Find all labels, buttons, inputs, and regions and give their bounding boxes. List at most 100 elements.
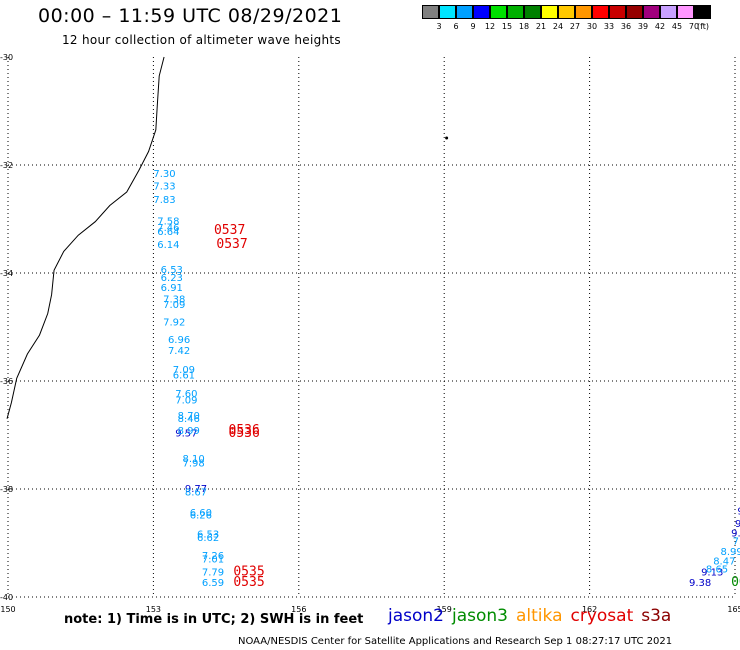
colorbar-label: 12 (484, 22, 496, 31)
colorbar-label: 9 (470, 22, 476, 31)
data-label-altika: 6.91 (161, 283, 183, 294)
colorbar-swatch (660, 5, 677, 19)
data-label-jason3: 005 (731, 575, 740, 590)
x-tick-label: 153 (146, 605, 161, 614)
colorbar-swatch (558, 5, 575, 19)
data-label-altika: 6.61 (173, 370, 195, 381)
data-label-altika: 6.26 (190, 511, 212, 522)
satellite-legend: jason2 jason3 altika cryosat s3a (388, 606, 679, 626)
data-label-altika: 8.10 (182, 454, 204, 465)
x-tick-label: 159 (437, 605, 452, 614)
colorbar-label: 33 (603, 22, 615, 31)
data-label-altika: 8.99 (178, 426, 200, 437)
chart-subtitle: 12 hour collection of altimeter wave hei… (62, 33, 341, 47)
colorbar-swatch (439, 5, 456, 19)
data-label-altika: 7.60 (175, 389, 197, 400)
data-label-cryosat: 0537 (214, 223, 245, 238)
data-label-altika: 7.83 (153, 195, 175, 206)
data-label-altika: 7.09 (175, 396, 197, 407)
y-tick-label: -30 (0, 53, 13, 62)
colorbar-label: 42 (654, 22, 666, 31)
data-label-altika: 7.46 (157, 223, 179, 234)
data-label-altika: 7.42 (168, 346, 190, 357)
data-label-altika: 8.70 (178, 411, 200, 422)
colorbar-swatch (541, 5, 558, 19)
data-label-altika-east: 8.99 (720, 547, 740, 558)
colorbar-swatch (643, 5, 660, 19)
data-label-jason2: 9.77 (185, 484, 207, 495)
colorbar-swatch (490, 5, 507, 19)
data-label-altika: 6.60 (190, 508, 212, 519)
colorbar-unit: (ft) (697, 22, 710, 31)
colorbar-label: 24 (552, 22, 564, 31)
colorbar-label: 70 (688, 22, 700, 31)
note-text: note: 1) Time is in UTC; 2) SWH is in fe… (64, 612, 364, 627)
legend-s3a: s3a (641, 606, 672, 626)
y-tick-label: -36 (0, 377, 13, 386)
data-label-jason2-east: 9.06 (731, 529, 740, 540)
data-label-altika: 6.14 (157, 240, 179, 251)
data-label-cryosat: 0535 (233, 564, 264, 579)
colorbar-swatch (422, 5, 439, 19)
colorbar-swatch (592, 5, 609, 19)
chart-title: 00:00 – 11:59 UTC 08/29/2021 (38, 5, 343, 27)
data-label-altika: 6.59 (202, 578, 224, 589)
data-label-altika: 7.26 (202, 551, 224, 562)
colorbar-label: 36 (620, 22, 632, 31)
y-tick-label: -40 (0, 593, 13, 602)
x-tick-label: 150 (0, 605, 15, 614)
coastline-path (6, 56, 165, 419)
data-label-cryosat: 0536 (229, 426, 260, 441)
data-label-altika: 7.38 (163, 295, 185, 306)
coastline (6, 56, 449, 419)
island-marker (445, 136, 449, 140)
grid-lines (7, 57, 736, 598)
axis-ticks: 150 153 156 159 162 165 -30 -32 -34 -36 -38 -40 (0, 53, 740, 614)
colorbar-label: 6 (453, 22, 459, 31)
data-label-jason2-east: 9 (737, 506, 740, 517)
data-label-altika: 6.53 (161, 265, 183, 276)
legend-cryosat: cryosat (570, 606, 634, 626)
colorbar-swatch (626, 5, 643, 19)
data-label-altika: 7.33 (153, 181, 175, 192)
data-points: 9.57 9.77 7.307.33 7.83 7.587.466.64 6.14 6.53… (153, 169, 740, 590)
x-tick-label: 165 (727, 605, 740, 614)
data-label-altika: 7.09 (163, 300, 185, 311)
data-label-altika: 7.92 (163, 317, 185, 328)
colorbar-label: 21 (535, 22, 547, 31)
colorbar-swatch (575, 5, 592, 19)
data-label-cryosat: 0537 (216, 237, 247, 252)
data-label-jason2-east: 9.38 (689, 578, 711, 589)
data-label-altika: 8.67 (185, 487, 207, 498)
data-label-cryosat: 0535 (233, 575, 264, 590)
data-label-altika: 7.09 (173, 365, 195, 376)
data-label-jason2-east: 9.4 (735, 519, 740, 530)
colorbar-swatch (456, 5, 473, 19)
data-label-altika: 7.58 (157, 216, 179, 227)
data-label-altika: 7.98 (182, 458, 204, 469)
data-label-altika: 6.96 (168, 335, 190, 346)
x-tick-label: 162 (582, 605, 597, 614)
data-label-altika: 6.53 (197, 530, 219, 541)
colorbar-swatch (524, 5, 541, 19)
data-label-cryosat: 0536 (229, 423, 260, 438)
legend-jason3: jason3 (452, 606, 508, 626)
x-tick-label: 156 (291, 605, 306, 614)
colorbar-label: 45 (671, 22, 683, 31)
data-label-altika-east: 8.65 (706, 565, 728, 576)
data-label-altika: 6.62 (197, 533, 219, 544)
data-label-altika-east: 7.75 (733, 537, 740, 548)
data-label-altika: 8.46 (178, 414, 200, 425)
colorbar-swatch (507, 5, 524, 19)
data-label-altika: 7.01 (202, 554, 224, 565)
data-label-altika: 6.64 (157, 227, 179, 238)
colorbar-label: 15 (501, 22, 513, 31)
colorbar-label: 3 (436, 22, 442, 31)
colorbar-swatch (677, 5, 694, 19)
data-label-altika-east: 8.47 (713, 557, 735, 568)
colorbar-swatch (694, 5, 711, 19)
footer-credit: NOAA/NESDIS Center for Satellite Applica… (238, 636, 673, 647)
data-label-jason2: 9.57 (175, 429, 197, 440)
data-label-altika: 7.30 (153, 169, 175, 180)
